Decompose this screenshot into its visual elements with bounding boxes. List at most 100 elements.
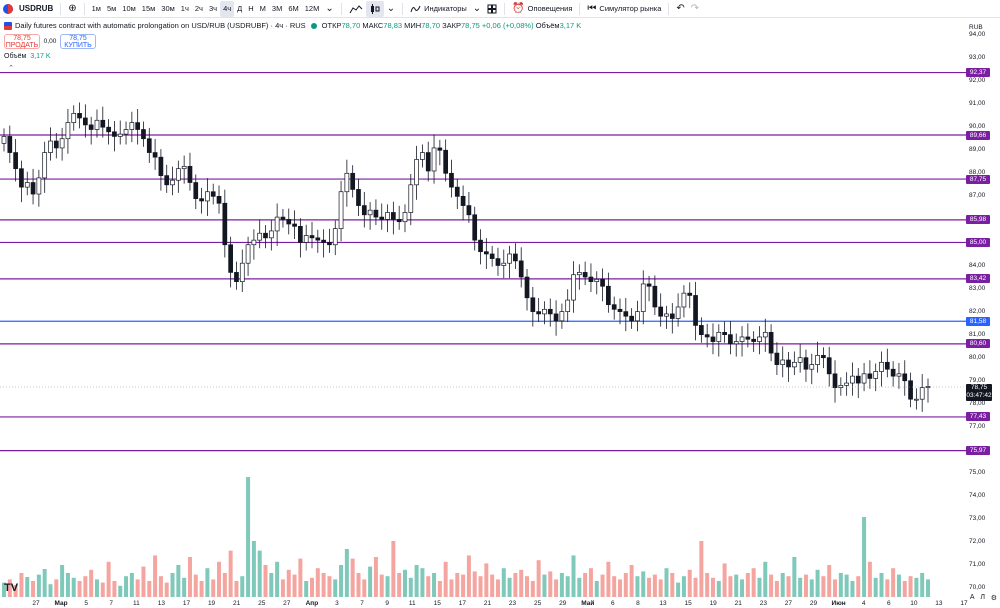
- time-scale[interactable]: 27 Мар 5 7 11 13 17 19 21 25 27 Апр 3 7 9 11 15 17 21 23 25 2…: [0, 597, 967, 608]
- volume-bar: [350, 558, 355, 597]
- settings-gear-icon[interactable]: ⚙: [990, 594, 998, 602]
- interval-5[interactable]: 1ч: [180, 4, 189, 13]
- interval-0[interactable]: 1м: [91, 4, 101, 13]
- interval-11[interactable]: М: [259, 4, 266, 13]
- candle-up: [175, 168, 181, 181]
- volume-bar: [740, 579, 745, 597]
- time-tick: 11: [132, 600, 140, 607]
- interval-9[interactable]: Д: [237, 4, 243, 13]
- candle-up: [739, 336, 745, 342]
- indicators-icon: [410, 5, 421, 12]
- interval-4[interactable]: 30м: [161, 4, 175, 13]
- candle-down: [210, 191, 216, 197]
- candle-down: [83, 117, 88, 126]
- volume-bar: [577, 577, 582, 597]
- buy-label: КУПИТЬ: [64, 41, 92, 49]
- chart-type-chevron-icon[interactable]: ⌄: [386, 3, 396, 14]
- interval-2[interactable]: 10м: [122, 4, 136, 13]
- time-tick: 25: [533, 600, 542, 607]
- time-tick: 4: [861, 600, 866, 607]
- price-chart-canvas[interactable]: [0, 19, 966, 597]
- candle-down: [100, 119, 106, 128]
- candle-up: [838, 385, 844, 389]
- level-price-label: 83,42: [966, 274, 990, 284]
- buy-button[interactable]: 78,75 КУПИТЬ: [60, 34, 96, 49]
- candle-up: [239, 262, 245, 282]
- candle-down: [30, 182, 36, 195]
- low-value: 78,70: [421, 21, 441, 30]
- compare-add-icon[interactable]: ⊕: [68, 3, 77, 14]
- volume-bar: [676, 582, 681, 597]
- interval-more-chevron-icon[interactable]: ⌄: [325, 3, 334, 14]
- candle-down: [146, 138, 152, 153]
- volume-bar: [77, 581, 82, 597]
- volume-bar: [827, 565, 832, 597]
- interval-10[interactable]: Н: [248, 4, 254, 13]
- sell-button[interactable]: 78,75 ПРОДАТЬ: [4, 34, 40, 49]
- open-value: 78,70: [341, 21, 361, 30]
- volume-bar: [461, 574, 466, 597]
- candles-style-button[interactable]: [365, 0, 384, 17]
- interval-12[interactable]: 3М: [271, 4, 283, 13]
- time-tick: 21: [734, 600, 742, 607]
- volume-bar: [437, 581, 442, 597]
- volume-bar: [687, 569, 692, 597]
- volume-bar: [89, 569, 94, 597]
- price-tick: 92,00: [969, 77, 986, 85]
- tradingview-logo-icon[interactable]: TV: [4, 582, 19, 594]
- price-tick: 74,00: [969, 492, 986, 499]
- candle-down: [774, 352, 780, 365]
- price-scale[interactable]: 94,00 93,00 92,00 91,00 90,00 89,00 88,00 87,00…: [967, 19, 1000, 595]
- volume-bar: [908, 576, 913, 597]
- interval-1[interactable]: 5м: [106, 4, 117, 13]
- candle-down: [361, 205, 367, 216]
- interval-6[interactable]: 2ч: [194, 4, 203, 13]
- candle-up: [94, 119, 100, 130]
- toolbar-divider: [402, 2, 404, 15]
- time-tick: 29: [809, 600, 818, 607]
- layouts-button[interactable]: [484, 1, 500, 17]
- interval-3[interactable]: 15м: [141, 4, 156, 13]
- log-scale-button[interactable]: Л: [980, 594, 985, 601]
- candle-down: [193, 182, 199, 200]
- volume-bar: [670, 573, 675, 597]
- undo-icon[interactable]: ↶: [676, 3, 685, 14]
- candle-down: [379, 216, 385, 220]
- interval-7[interactable]: 3ч: [208, 4, 218, 13]
- candle-down: [553, 313, 559, 322]
- volume-bar: [501, 568, 506, 597]
- candle-down: [460, 196, 466, 206]
- volume-bar: [774, 581, 779, 597]
- candle-down: [751, 338, 757, 342]
- volume-bar: [339, 565, 344, 597]
- candle-down: [309, 235, 315, 239]
- indicators-chevron-icon[interactable]: ⌄: [472, 3, 482, 14]
- candle-down: [646, 283, 652, 287]
- candle-down: [327, 242, 332, 246]
- volume-bar: [368, 566, 373, 597]
- interval-13[interactable]: 6М: [288, 4, 299, 13]
- bar-style-button[interactable]: [346, 1, 366, 17]
- redo-icon[interactable]: ↷: [690, 3, 700, 14]
- market-simulator-button[interactable]: ⏮ Симулятор рынка: [584, 1, 664, 17]
- candle-down: [199, 198, 204, 202]
- interval-8[interactable]: 4ч: [220, 0, 235, 17]
- volume-bar: [769, 574, 774, 597]
- collapse-legend-chevron-icon[interactable]: ⌃: [8, 65, 14, 72]
- candle-down: [7, 136, 13, 153]
- auto-scale-button[interactable]: A: [969, 594, 975, 601]
- interval-14[interactable]: 12М: [304, 4, 320, 13]
- volume-bar: [548, 571, 553, 597]
- volume-bar: [757, 577, 762, 597]
- candle-down: [629, 315, 634, 322]
- top-toolbar: USDRUB ⊕ 1м 5м 10м 15м 30м 1ч 2ч 3ч 4ч Д Н М 3М 6М 12М…: [0, 0, 1000, 18]
- indicators-button[interactable]: Индикаторы: [407, 1, 470, 17]
- candle-up: [181, 166, 187, 170]
- time-tick: Май: [581, 600, 595, 607]
- candle-down: [652, 285, 658, 308]
- volume-bar: [275, 561, 280, 597]
- symbol-search-button[interactable]: USDRUB: [19, 4, 54, 13]
- volume-bar: [298, 558, 303, 597]
- alerts-button[interactable]: ⏰ Оповещения: [509, 1, 575, 17]
- series-title[interactable]: Daily futures contract with automatic pr…: [15, 21, 306, 30]
